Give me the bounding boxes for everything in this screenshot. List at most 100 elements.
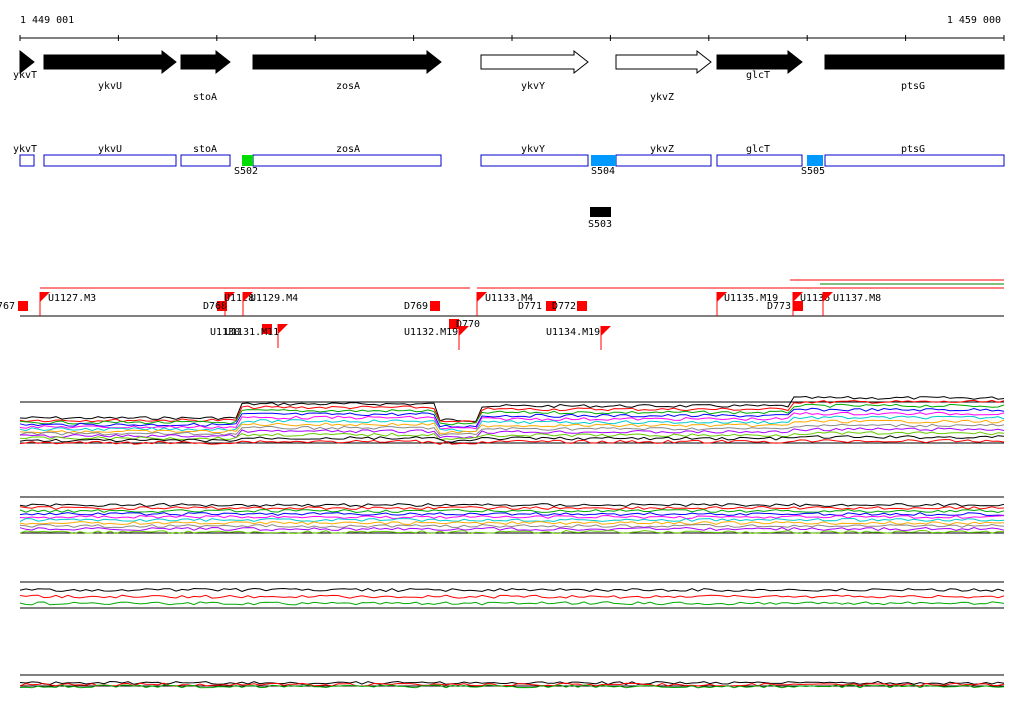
gene-box xyxy=(180,154,231,167)
profile xyxy=(19,427,1005,439)
profile xyxy=(19,680,1005,686)
profile xyxy=(19,520,1005,526)
start-coord: 1 449 001 xyxy=(20,15,74,26)
marker-flag xyxy=(278,324,288,334)
marker-flag xyxy=(243,292,253,302)
marker-flag xyxy=(601,326,611,336)
region-label: S505 xyxy=(801,166,825,177)
marker-label: U1132.M19 xyxy=(404,327,458,338)
region xyxy=(807,155,823,166)
marker-label: D767 xyxy=(0,301,15,312)
profile xyxy=(19,508,1005,514)
profiles xyxy=(19,395,1005,689)
profile xyxy=(19,601,1005,606)
gene-label: ykvY xyxy=(521,81,545,92)
gene-arrow xyxy=(43,49,177,75)
gene-label: ykvZ xyxy=(650,92,674,103)
marker-box xyxy=(430,301,440,311)
gene-label: ykvT xyxy=(13,70,37,81)
gene-arrow xyxy=(19,49,35,75)
profile xyxy=(19,439,1005,445)
gene-box xyxy=(824,154,1005,167)
profile xyxy=(19,512,1005,516)
profile xyxy=(19,587,1005,593)
marker-box xyxy=(217,301,227,311)
profile xyxy=(19,526,1005,532)
gene-label: stoA xyxy=(193,92,217,103)
marker-label: U1129.M4 xyxy=(250,293,298,304)
gene-label: ptsG xyxy=(901,81,925,92)
gene-box xyxy=(615,154,712,167)
marker-label: D770 xyxy=(456,319,480,330)
gene-box-label: ptsG xyxy=(901,144,925,155)
marker-box xyxy=(262,324,272,334)
region-label: S503 xyxy=(588,219,612,230)
gene-label: ykvU xyxy=(98,81,122,92)
profile xyxy=(19,523,1005,529)
marker-box xyxy=(449,319,459,329)
profile xyxy=(19,514,1005,520)
profile xyxy=(19,411,1005,430)
gene-box xyxy=(480,154,589,167)
gene-box-label: glcT xyxy=(746,144,770,155)
marker-flag xyxy=(459,326,469,336)
marker-label: U1136 xyxy=(800,293,830,304)
profile xyxy=(19,502,1005,508)
gene-box xyxy=(19,154,35,167)
marker-flag xyxy=(717,292,727,302)
marker-label: U1127.M3 xyxy=(48,293,96,304)
marker-flag xyxy=(40,292,50,302)
gene-box xyxy=(716,154,803,167)
marker-label: D772 xyxy=(552,301,576,312)
marker-flag xyxy=(823,292,833,302)
gene-box-label: ykvY xyxy=(521,144,545,155)
gene-label: glcT xyxy=(746,70,770,81)
profile xyxy=(19,407,1005,428)
marker-label: D771 xyxy=(518,301,542,312)
marker-box xyxy=(546,301,556,311)
gene-label: zosA xyxy=(336,81,360,92)
region xyxy=(242,155,253,166)
profile xyxy=(19,682,1005,687)
profile xyxy=(19,395,1005,422)
region-label: S504 xyxy=(591,166,615,177)
gene-box-label: zosA xyxy=(336,144,360,155)
gene-box xyxy=(252,154,442,167)
gene-arrow xyxy=(615,49,712,75)
gene-arrow xyxy=(252,49,442,75)
gene-box-label: ykvZ xyxy=(650,144,674,155)
gene-box-label: ykvU xyxy=(98,144,122,155)
marker-label: U1133.M4 xyxy=(485,293,533,304)
gene-arrow xyxy=(180,49,231,75)
profile xyxy=(19,399,1005,424)
region xyxy=(590,207,611,217)
marker-label: U1135.M19 xyxy=(724,293,778,304)
profile xyxy=(19,517,1005,523)
marker-flag xyxy=(793,292,803,302)
marker-label: U1128 xyxy=(224,293,254,304)
marker-flag xyxy=(477,292,487,302)
marker-box xyxy=(18,301,28,311)
profile xyxy=(19,419,1005,434)
region-label: S502 xyxy=(234,166,258,177)
profile xyxy=(19,594,1005,599)
marker-box xyxy=(793,301,803,311)
marker-label: U1131.M11 xyxy=(225,327,279,338)
marker-flag xyxy=(225,292,235,302)
marker-label: U1137.M8 xyxy=(833,293,881,304)
gene-arrow xyxy=(824,54,1005,70)
marker-label: D773 xyxy=(767,301,791,312)
profile xyxy=(19,506,1005,510)
region xyxy=(591,155,616,166)
profile xyxy=(19,435,1005,443)
marker-box xyxy=(577,301,587,311)
profile xyxy=(19,403,1005,426)
profile xyxy=(19,529,1004,535)
gene-box-label: stoA xyxy=(193,144,217,155)
gene-box-label: ykvT xyxy=(13,144,37,155)
gene-box xyxy=(43,154,177,167)
profile xyxy=(19,423,1005,436)
marker-label: D769 xyxy=(404,301,428,312)
profile xyxy=(19,431,1005,441)
